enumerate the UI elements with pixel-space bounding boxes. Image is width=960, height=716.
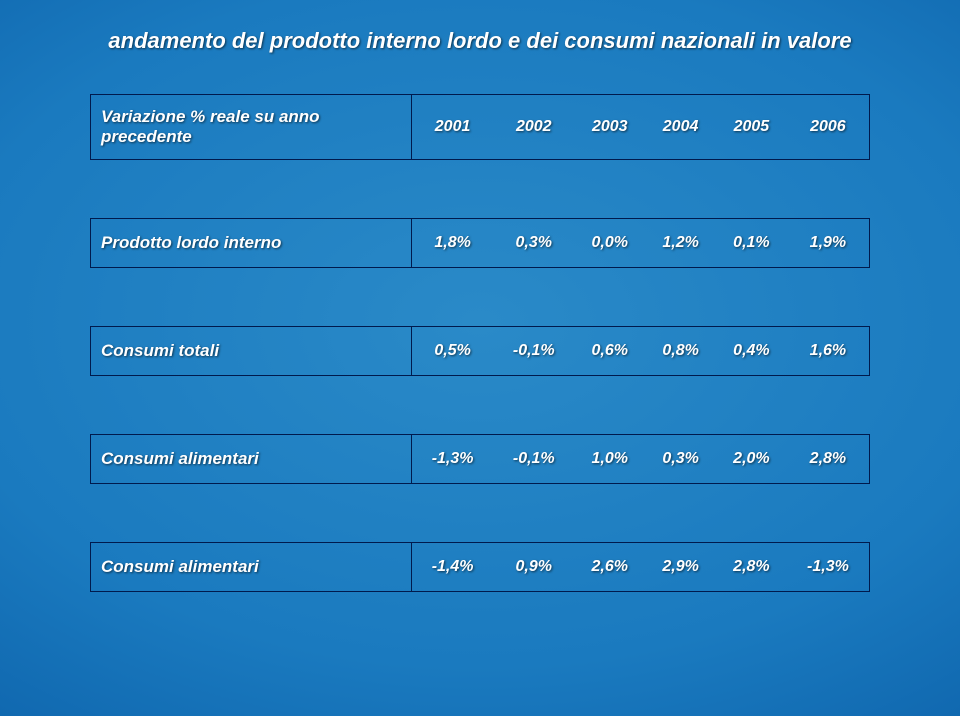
row-label: Consumi alimentari — [90, 434, 412, 484]
table-row: Consumi totali 0,5% -0,1% 0,6% 0,8% 0,4%… — [90, 326, 870, 376]
cell: 0,1% — [716, 218, 787, 268]
slide-container: andamento del prodotto interno lordo e d… — [0, 0, 960, 716]
cell: 1,6% — [787, 326, 870, 376]
cell: 0,6% — [574, 326, 645, 376]
table-row: Consumi alimentari -1,3% -0,1% 1,0% 0,3%… — [90, 434, 870, 484]
spacer-row — [90, 376, 870, 434]
spacer-row — [90, 484, 870, 542]
row-label: Prodotto lordo interno — [90, 218, 412, 268]
cell: 0,5% — [412, 326, 493, 376]
row-label: Consumi totali — [90, 326, 412, 376]
header-label: Variazione % reale su anno precedente — [90, 94, 412, 160]
table-row: Consumi alimentari -1,4% 0,9% 2,6% 2,9% … — [90, 542, 870, 592]
cell: 2,6% — [574, 542, 645, 592]
cell: 2,8% — [716, 542, 787, 592]
row-label: Consumi alimentari — [90, 542, 412, 592]
spacer-row — [90, 268, 870, 326]
year-3: 2004 — [645, 94, 716, 160]
cell: 1,8% — [412, 218, 493, 268]
year-0: 2001 — [412, 94, 493, 160]
cell: 1,2% — [645, 218, 716, 268]
spacer-row — [90, 160, 870, 218]
cell: 0,4% — [716, 326, 787, 376]
cell: 2,9% — [645, 542, 716, 592]
data-table: Variazione % reale su anno precedente 20… — [90, 94, 870, 592]
table-row: Prodotto lordo interno 1,8% 0,3% 0,0% 1,… — [90, 218, 870, 268]
cell: 0,8% — [645, 326, 716, 376]
header-row: Variazione % reale su anno precedente 20… — [90, 94, 870, 160]
cell: 2,8% — [787, 434, 870, 484]
year-1: 2002 — [493, 94, 574, 160]
year-5: 2006 — [787, 94, 870, 160]
cell: 0,3% — [645, 434, 716, 484]
slide-title: andamento del prodotto interno lordo e d… — [90, 28, 870, 54]
cell: 0,0% — [574, 218, 645, 268]
cell: 1,9% — [787, 218, 870, 268]
cell: -1,4% — [412, 542, 493, 592]
cell: -1,3% — [412, 434, 493, 484]
cell: 2,0% — [716, 434, 787, 484]
cell: 1,0% — [574, 434, 645, 484]
year-2: 2003 — [574, 94, 645, 160]
cell: 0,9% — [493, 542, 574, 592]
cell: -0,1% — [493, 434, 574, 484]
cell: -0,1% — [493, 326, 574, 376]
cell: -1,3% — [787, 542, 870, 592]
year-4: 2005 — [716, 94, 787, 160]
cell: 0,3% — [493, 218, 574, 268]
